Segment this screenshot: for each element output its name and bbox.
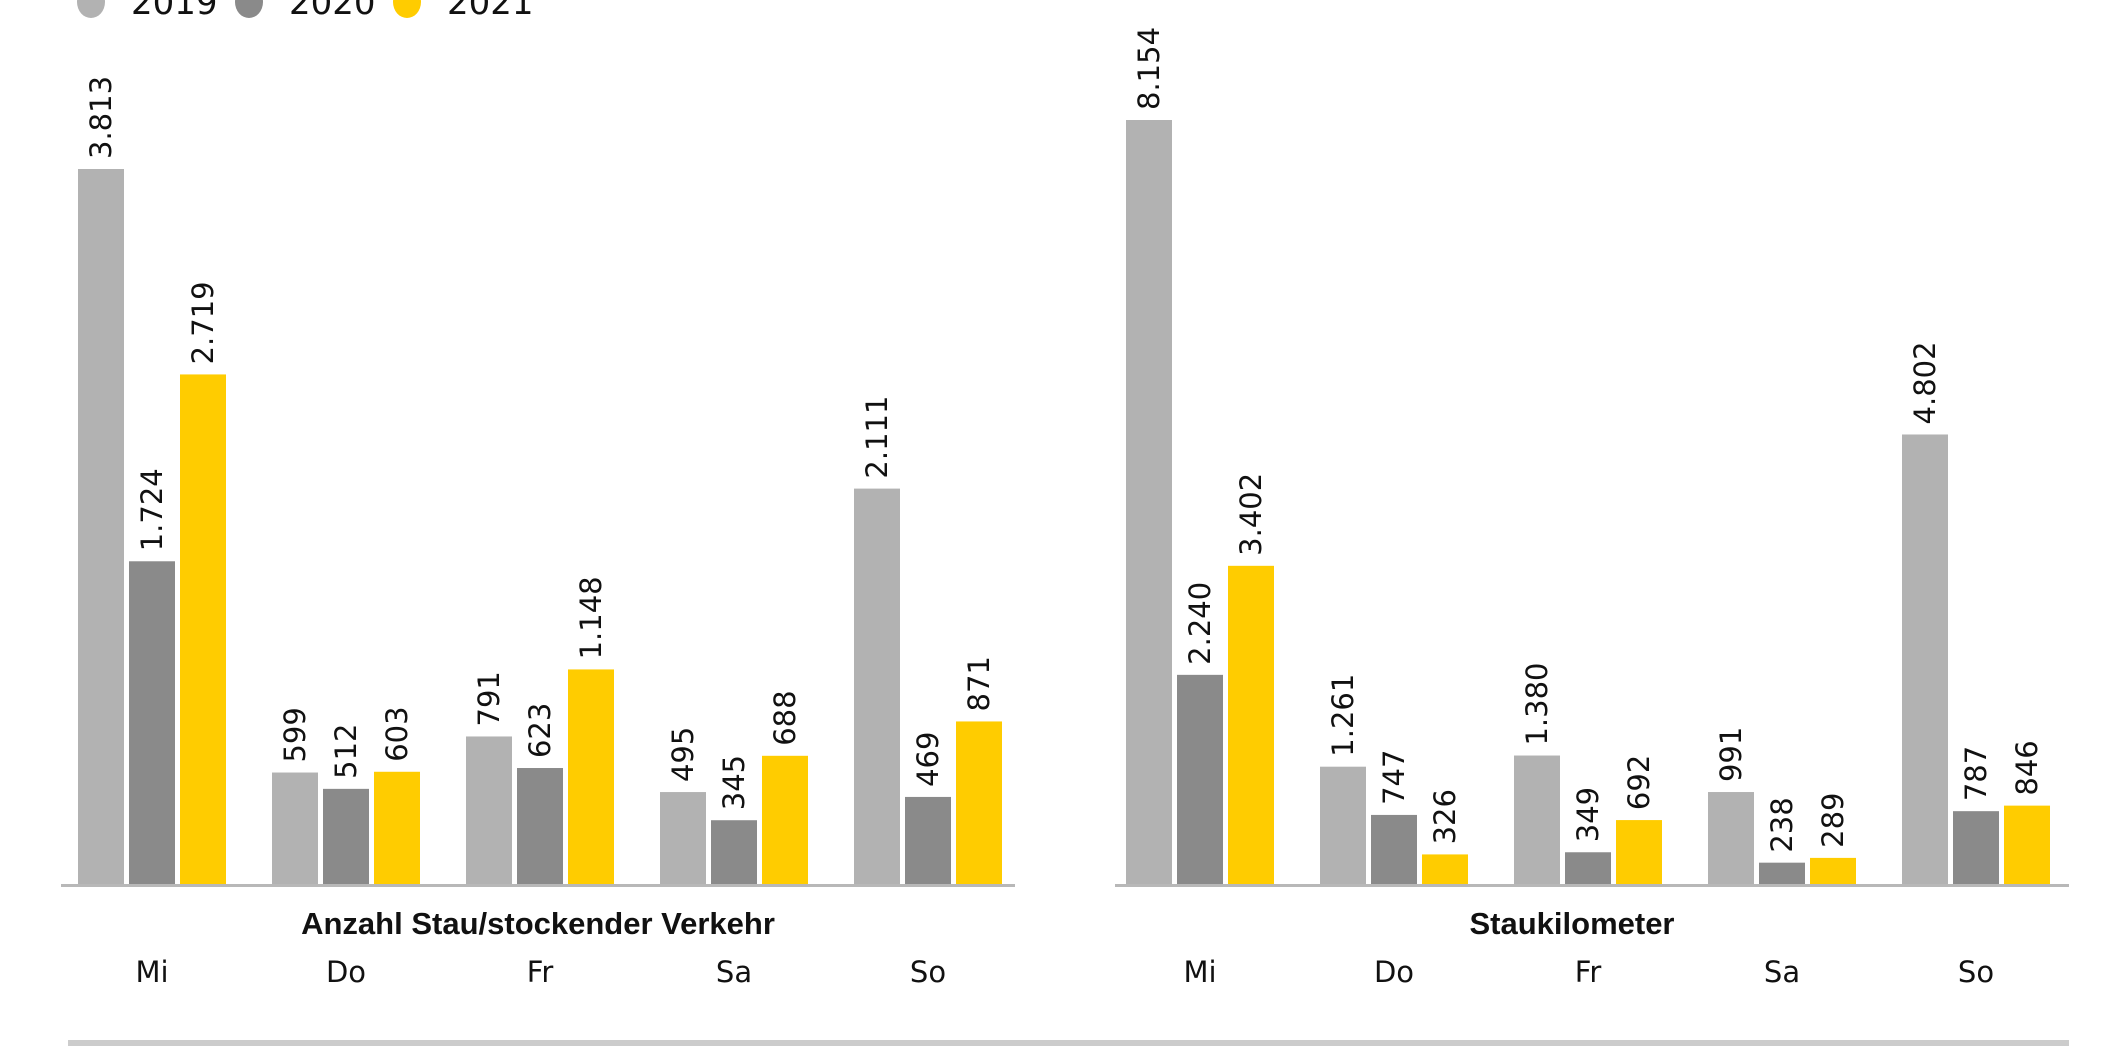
bar-So-2021 [956, 721, 1002, 885]
legend: 2019 2020 2021 [77, 0, 534, 23]
bar-So-2020 [905, 796, 951, 885]
data-label-Mi-2019: 8.154 [1132, 27, 1166, 110]
legend-label-2021: 2021 [447, 0, 534, 23]
data-label-Sa-2019: 991 [1714, 727, 1748, 782]
data-label-Do-2021: 326 [1428, 789, 1462, 844]
category-label-Mi: Mi [1183, 955, 1216, 989]
category-label-Fr: Fr [527, 955, 554, 989]
legend-swatch-2019 [77, 0, 105, 18]
chart-1: 3.813 1.724 2.719 Mi 599 512 603 Do 791 623 1.148 F… [61, 76, 1015, 989]
data-label-Do-2021: 603 [380, 706, 414, 761]
data-label-So-2021: 871 [962, 656, 996, 711]
bar-Fr-2019 [1514, 755, 1560, 885]
bar-Fr-2019 [466, 736, 512, 885]
data-label-Fr-2021: 1.148 [574, 576, 608, 659]
data-label-Fr-2019: 791 [472, 671, 506, 726]
data-label-Sa-2021: 289 [1816, 793, 1850, 848]
category-label-Do: Do [1374, 955, 1414, 989]
data-label-Sa-2021: 688 [768, 690, 802, 745]
bar-Do-2021 [374, 771, 420, 885]
data-label-Mi-2021: 2.719 [186, 281, 220, 364]
legend-label-2019: 2019 [131, 0, 218, 23]
bar-Sa-2019 [660, 792, 706, 885]
category-label-Fr: Fr [1575, 955, 1602, 989]
bar-Mi-2021 [180, 374, 226, 885]
bar-Fr-2021 [1616, 820, 1662, 885]
data-label-Fr-2019: 1.380 [1520, 662, 1554, 745]
bar-Fr-2020 [517, 768, 563, 885]
data-label-Mi-2021: 3.402 [1234, 473, 1268, 556]
data-label-Mi-2019: 3.813 [84, 76, 118, 159]
bar-Sa-2021 [1810, 857, 1856, 885]
legend-swatch-2021 [393, 0, 421, 18]
bar-Mi-2019 [1126, 120, 1172, 885]
category-label-So: So [1958, 955, 1994, 989]
bar-Sa-2020 [711, 820, 757, 885]
data-label-So-2019: 4.802 [1908, 341, 1942, 424]
bar-Mi-2021 [1228, 565, 1274, 885]
bar-So-2019 [1902, 434, 1948, 885]
chart-2: 8.154 2.240 3.402 Mi 1.261 747 326 Do 1.380 349 69… [1115, 27, 2069, 989]
x-axis-line [61, 884, 1015, 887]
bar-Fr-2020 [1565, 852, 1611, 885]
data-label-Fr-2020: 349 [1571, 787, 1605, 842]
legend-label-2020: 2020 [289, 0, 376, 23]
bar-Sa-2020 [1759, 862, 1805, 885]
bar-So-2020 [1953, 811, 1999, 885]
data-label-Sa-2020: 345 [717, 755, 751, 810]
bar-Sa-2019 [1708, 792, 1754, 885]
bar-Sa-2021 [762, 755, 808, 885]
bottom-rule [68, 1040, 2069, 1046]
data-label-Sa-2019: 495 [666, 727, 700, 782]
data-label-Fr-2021: 692 [1622, 755, 1656, 810]
category-label-Sa: Sa [1764, 955, 1800, 989]
bar-Do-2020 [1371, 814, 1417, 885]
data-label-So-2020: 787 [1959, 746, 1993, 801]
data-label-So-2021: 846 [2010, 740, 2044, 795]
bar-Do-2019 [272, 772, 318, 885]
bar-Mi-2020 [129, 561, 175, 885]
data-label-Do-2020: 512 [329, 723, 363, 778]
bar-Do-2019 [1320, 766, 1366, 885]
bar-So-2019 [854, 488, 900, 885]
bar-Fr-2021 [568, 669, 614, 885]
data-label-Sa-2020: 238 [1765, 797, 1799, 852]
data-label-Do-2019: 1.261 [1326, 674, 1360, 757]
bar-Mi-2020 [1177, 674, 1223, 885]
bar-So-2021 [2004, 805, 2050, 885]
category-label-So: So [910, 955, 946, 989]
legend-swatch-2020 [235, 0, 263, 18]
data-label-Do-2020: 747 [1377, 750, 1411, 805]
category-label-Do: Do [326, 955, 366, 989]
bar-Do-2020 [323, 788, 369, 885]
data-label-Do-2019: 599 [278, 707, 312, 762]
data-label-Fr-2020: 623 [523, 703, 557, 758]
x-axis-line [1115, 884, 2069, 887]
bar-Do-2021 [1422, 854, 1468, 885]
chart-title: Staukilometer [1469, 906, 1674, 941]
data-label-Mi-2020: 1.724 [135, 468, 169, 551]
chart-title: Anzahl Stau/stockender Verkehr [301, 906, 775, 941]
bar-Mi-2019 [78, 169, 124, 885]
category-label-Sa: Sa [716, 955, 752, 989]
category-label-Mi: Mi [135, 955, 168, 989]
data-label-Mi-2020: 2.240 [1183, 582, 1217, 665]
data-label-So-2020: 469 [911, 732, 945, 787]
data-label-So-2019: 2.111 [860, 396, 894, 479]
